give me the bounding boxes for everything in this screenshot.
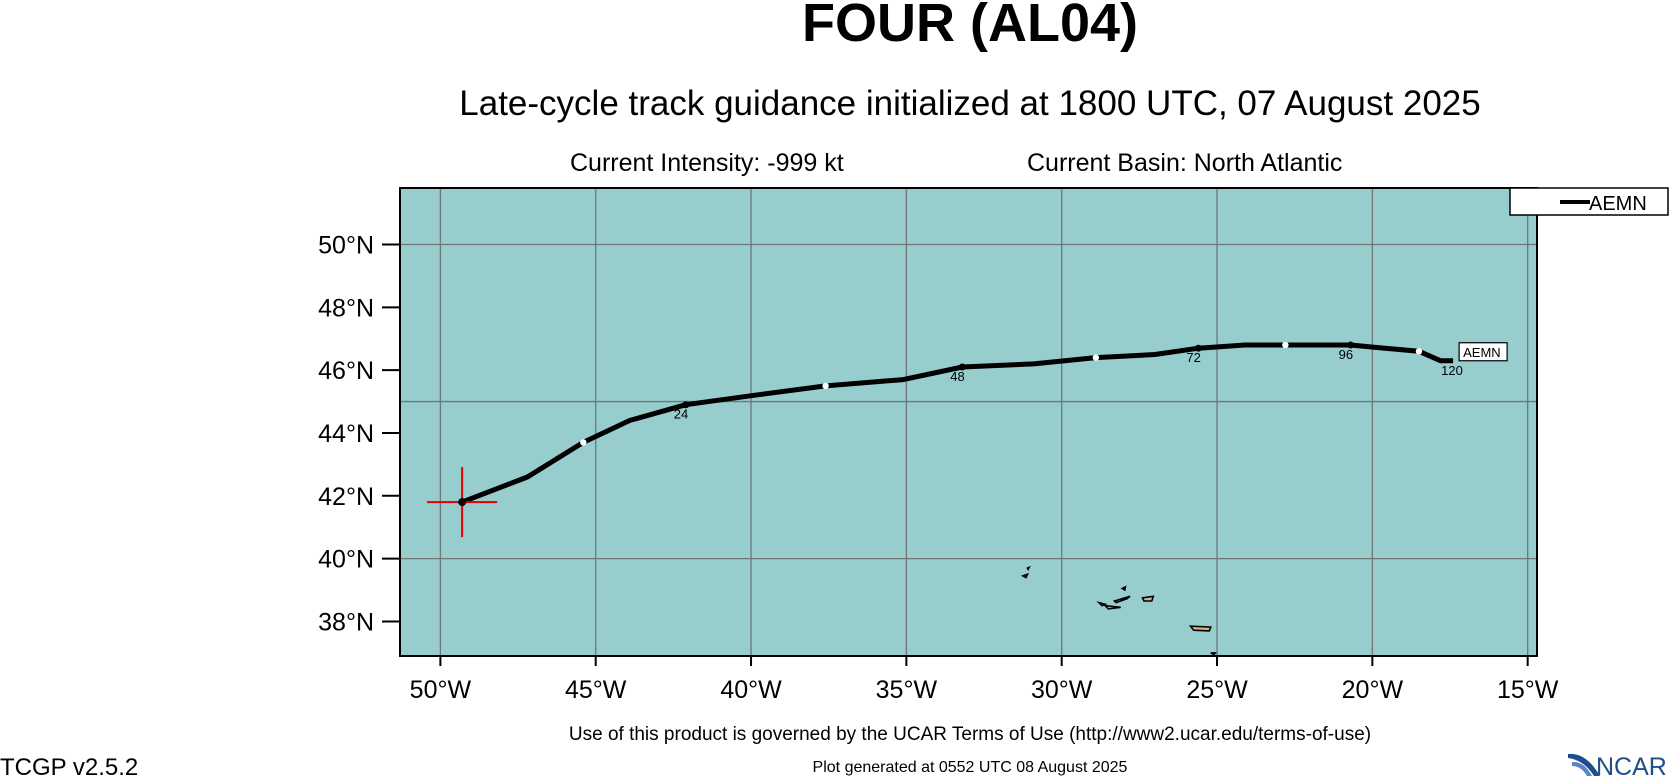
track-point-dot [958, 363, 966, 371]
tau-label: 48 [950, 369, 964, 384]
tau-label: 120 [1441, 363, 1463, 378]
ncar-logo-text: NCAR [1596, 753, 1667, 780]
track-point-open [580, 439, 587, 446]
lon-tick-label: 45°W [565, 676, 627, 704]
terms-of-use: Use of this product is governed by the U… [568, 724, 1372, 745]
track-point-dot [682, 401, 690, 409]
ocean-background [400, 188, 1537, 656]
map-frame [399, 187, 1538, 657]
island-santa-maria [1210, 652, 1218, 656]
island-graciosa [1120, 585, 1127, 592]
track-point-open [1092, 354, 1100, 361]
track-point-open [822, 382, 829, 390]
tau-label: 96 [1339, 347, 1353, 362]
island-sao-jorge [1112, 595, 1131, 604]
track-point-open [1415, 348, 1423, 355]
grid-lines [400, 188, 1537, 656]
chart-title: FOUR (AL04) [802, 0, 1138, 53]
plot-generated-time: Plot generated at 0552 UTC 08 August 202… [812, 759, 1128, 776]
chart-subtitle: Late-cycle track guidance initialized at… [459, 84, 1481, 123]
ncar-logo: NCAR [1568, 753, 1667, 780]
track-end-label-box [1458, 342, 1508, 362]
island-pico [1103, 604, 1121, 610]
lat-tick-label: 44°N [318, 420, 374, 448]
track-end-label: AEMN [1463, 345, 1501, 360]
lon-tick-label: 25°W [1186, 676, 1248, 704]
lat-tick-label: 46°N [318, 357, 374, 385]
axis-ticks: 50°W 45°W 40°W 35°W 30°W 25°W 20°W 15°W 38°N 40°N… [318, 232, 1559, 704]
current-intensity-label: Current Intensity: -999 kt [570, 149, 844, 177]
lon-tick-label: 40°W [720, 676, 782, 704]
track-point-open [1282, 341, 1289, 349]
island-terceira [1141, 595, 1155, 602]
island-sao-miguel [1188, 625, 1212, 632]
land-layer [1020, 565, 1218, 656]
lat-tick-label: 40°N [318, 546, 374, 574]
ncar-logo-swoosh-icon-light [1572, 761, 1592, 776]
ncar-logo-swoosh-icon [1568, 753, 1600, 776]
lon-tick-label: 35°W [876, 676, 938, 704]
version-label: TCGP v2.5.2 [0, 754, 139, 781]
track-point-dot [1194, 344, 1202, 352]
lat-tick-label: 38°N [318, 608, 374, 636]
lat-tick-label: 50°N [318, 232, 374, 260]
lat-tick-label: 42°N [318, 483, 374, 511]
lon-tick-label: 15°W [1497, 676, 1559, 704]
tau-label: 24 [674, 407, 688, 422]
legend: AEMN [1509, 187, 1669, 216]
lon-tick-label: 30°W [1031, 676, 1093, 704]
lon-tick-label: 50°W [410, 676, 472, 704]
island-flores-corvo-a [1020, 572, 1030, 579]
lon-tick-label: 20°W [1342, 676, 1404, 704]
current-basin-label: Current Basin: North Atlantic [1027, 149, 1343, 177]
lat-tick-label: 48°N [318, 294, 374, 322]
tau-label: 72 [1186, 350, 1200, 365]
current-position-dot [458, 498, 467, 507]
legend-entry-label: AEMN [1589, 193, 1647, 215]
island-flores-corvo-b [1026, 565, 1031, 572]
track-point-dot [1347, 341, 1355, 349]
